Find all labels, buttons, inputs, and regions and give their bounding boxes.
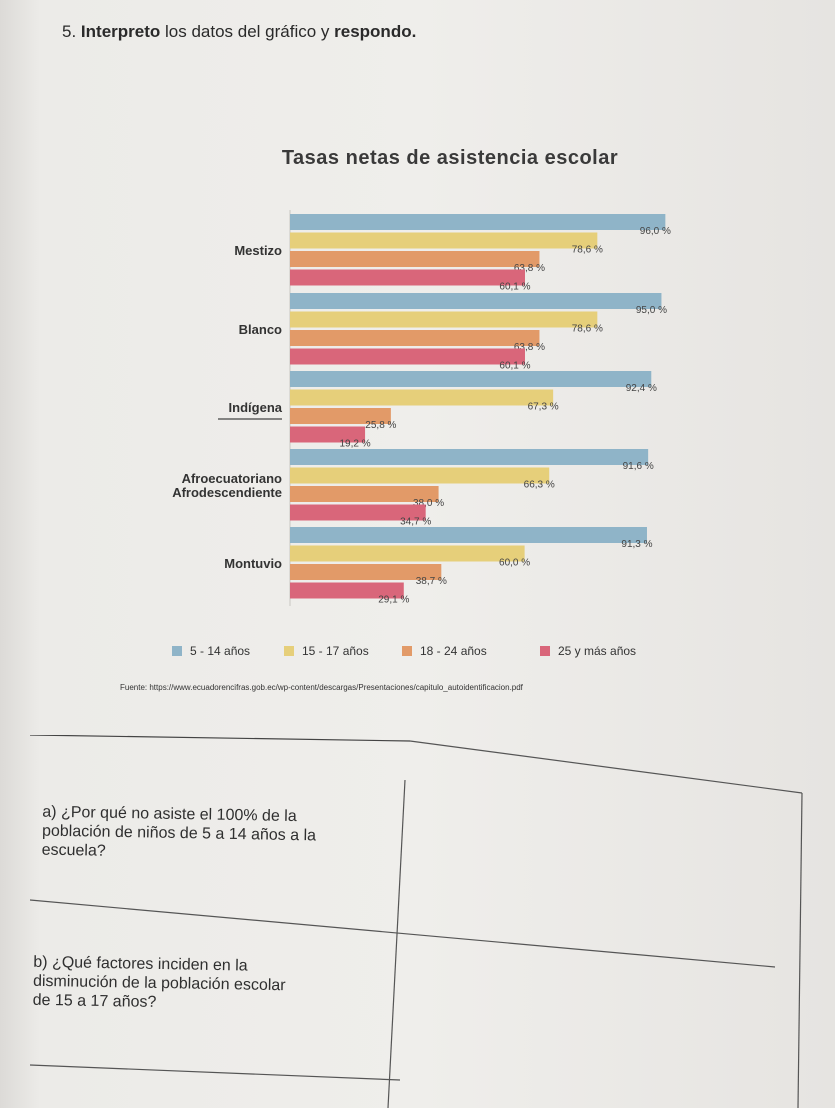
legend-item: 25 y más años <box>540 644 636 658</box>
question-b: b) ¿Qué factores inciden en la disminuci… <box>33 953 287 1014</box>
bar-value-label: 95,0 % <box>636 305 667 316</box>
legend-swatch <box>172 646 182 656</box>
chart-legend: 5 - 14 años 15 - 17 años 18 - 24 años 25 y … <box>172 640 692 664</box>
category-label: Indígena <box>229 400 283 415</box>
bar-value-label: 91,6 % <box>623 461 654 472</box>
bar-value-label: 92,4 % <box>626 383 657 394</box>
bar <box>290 582 404 599</box>
bar <box>290 330 540 346</box>
bar <box>290 232 598 249</box>
source-note: Fuente: https://www.ecuadorencifras.gob.… <box>120 683 523 692</box>
question-bold-start: Interpreto <box>80 22 161 41</box>
legend-swatch <box>402 646 412 656</box>
bar <box>290 371 652 387</box>
question-a: a) ¿Por qué no asiste el 100% de la pobl… <box>42 803 317 865</box>
bar-value-label: 29,1 % <box>378 595 409 606</box>
bar-value-label: 38,7 % <box>416 576 447 587</box>
legend-label: 5 - 14 años <box>190 644 251 658</box>
bar <box>290 486 439 502</box>
bar <box>290 269 525 286</box>
category-label: Blanco <box>239 322 282 337</box>
legend-item: 15 - 17 años <box>284 644 369 658</box>
bar-value-label: 91,3 % <box>621 539 652 550</box>
legend-item: 18 - 24 años <box>402 644 487 658</box>
bar-value-label: 19,2 % <box>340 439 371 450</box>
bar <box>290 426 366 443</box>
answer-table <box>30 735 803 1108</box>
bar-value-label: 38,0 % <box>413 498 444 509</box>
legend-label: 25 y más años <box>558 644 637 658</box>
table-column-divider <box>387 779 406 1108</box>
bar-chart: Mestizo 96,0 % 78,6 % 63,8 % 60,1 % Blanco 95,… <box>172 210 671 606</box>
category-label: Mestizo <box>234 243 282 258</box>
table-top-border-right <box>409 740 803 794</box>
bar-value-label: 63,8 % <box>514 263 545 274</box>
bar <box>290 214 666 230</box>
category-label: Afroecuatoriano <box>182 471 282 486</box>
bar-value-label: 66,3 % <box>524 480 555 491</box>
question-middle: los datos del gráfico y <box>160 22 335 41</box>
bar <box>290 348 525 365</box>
bar <box>290 504 426 521</box>
bar <box>290 527 647 543</box>
legend-label: 18 - 24 años <box>420 644 487 658</box>
bar <box>290 293 662 309</box>
bar <box>290 389 554 406</box>
bar-value-label: 78,6 % <box>572 324 603 335</box>
table-right-border <box>797 792 803 1108</box>
bar <box>290 467 550 484</box>
question-number: 5. <box>62 22 77 41</box>
bar <box>290 311 598 328</box>
bar-value-label: 60,1 % <box>499 361 530 372</box>
table-top-border <box>30 735 411 742</box>
bar-value-label: 67,3 % <box>528 402 559 413</box>
bar-value-label: 34,7 % <box>400 517 431 528</box>
bar <box>290 564 442 580</box>
bar <box>290 408 391 424</box>
legend-label: 15 - 17 años <box>302 644 369 658</box>
bar <box>290 251 540 267</box>
legend-item: 5 - 14 años <box>172 644 250 658</box>
bar <box>290 449 649 465</box>
bar-value-label: 63,8 % <box>514 342 545 353</box>
bar-value-label: 25,8 % <box>365 420 396 431</box>
question-heading: 5. Interpreto los datos del gráfico y re… <box>62 22 416 42</box>
table-row-divider <box>30 899 776 968</box>
bar-value-label: 96,0 % <box>640 226 671 237</box>
category-label: Afrodescendiente <box>172 485 282 500</box>
category-label: Montuvio <box>224 556 282 571</box>
chart-title: Tasas netas de asistencia escolar <box>281 147 619 169</box>
bar-value-label: 60,1 % <box>499 282 530 293</box>
legend-swatch <box>540 646 550 656</box>
bar-value-label: 60,0 % <box>499 558 530 569</box>
bar <box>290 545 525 562</box>
legend-swatch <box>284 646 294 656</box>
question-bold-end: respondo. <box>334 22 417 41</box>
table-bottom-border <box>30 1064 401 1081</box>
bar-value-label: 78,6 % <box>572 245 603 256</box>
